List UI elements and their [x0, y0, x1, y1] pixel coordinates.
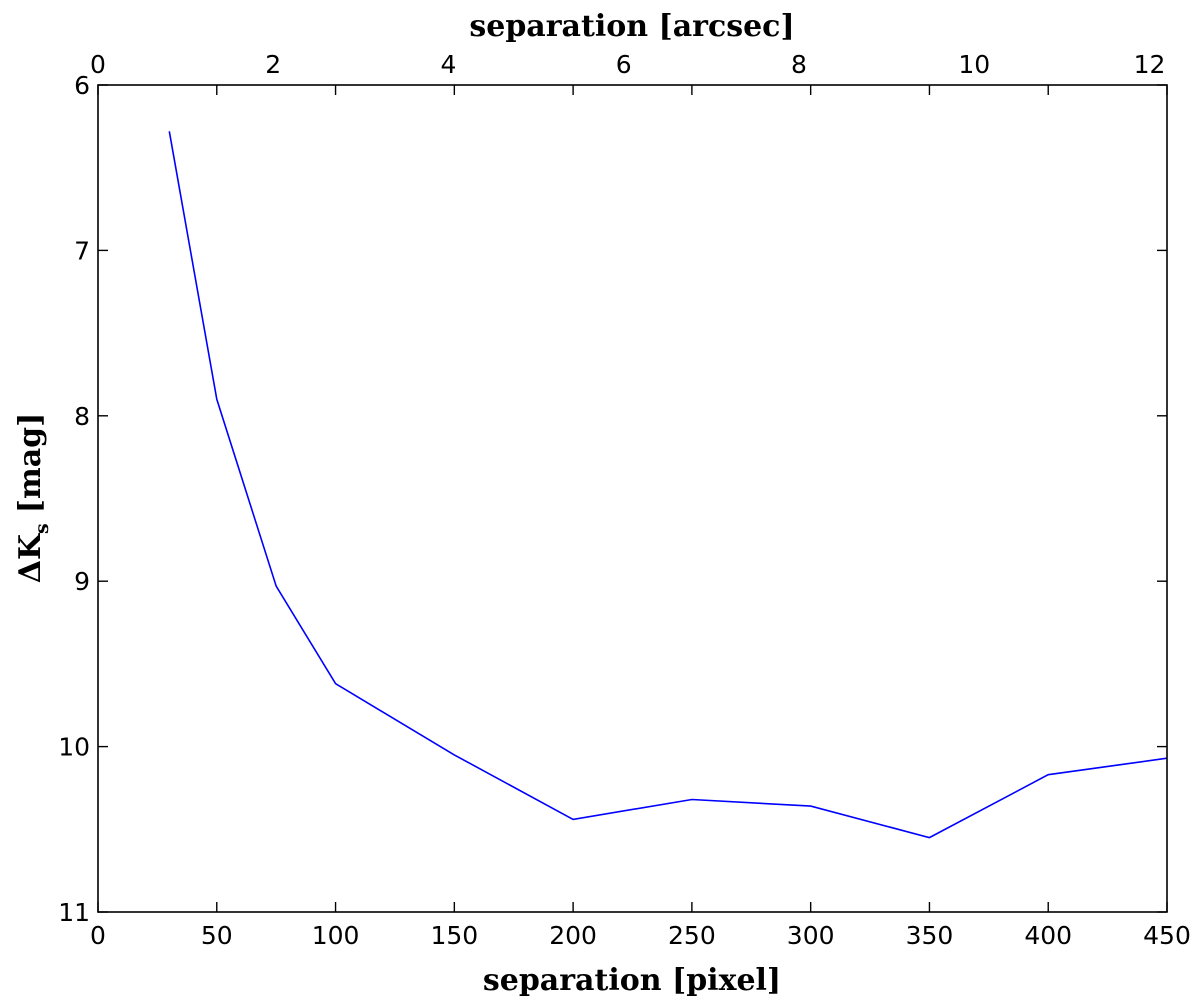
y-tick-label: 9 — [74, 567, 90, 596]
x2-tick-label: 8 — [791, 50, 807, 79]
x2-tick-label: 10 — [958, 50, 990, 79]
x-axis-title: separation [pixel] — [483, 963, 781, 998]
x2-axis-title: separation [arcsec] — [469, 9, 794, 44]
series-line — [168, 131, 1168, 839]
x-tick-label: 400 — [1024, 921, 1072, 950]
y-tick-label: 6 — [74, 71, 90, 100]
x-tick-label: 250 — [668, 921, 716, 950]
x2-tick-label: 6 — [616, 50, 632, 79]
y-axis-title-main: ΔK — [13, 533, 48, 583]
x-tick-label: 300 — [787, 921, 835, 950]
x-tick-label: 200 — [549, 921, 597, 950]
x-tick-label: 100 — [312, 921, 360, 950]
x-tick-label: 50 — [201, 921, 233, 950]
tick-labels: 0 50 100 150 200 250 300 350 400 450 0 2 4 6 8 10 12 6 7 8 9… — [58, 50, 1191, 950]
y-tick-label: 11 — [58, 898, 90, 927]
y-axis-title: ΔKs [mag] — [13, 413, 53, 584]
x-tick-label: 150 — [430, 921, 478, 950]
plot-frame — [97, 84, 1168, 913]
x-tick-label: 450 — [1143, 921, 1191, 950]
x-tick-label: 350 — [906, 921, 954, 950]
x-tick-label: 0 — [90, 921, 106, 950]
y-tick-label: 7 — [74, 236, 90, 265]
axis-ticks — [97, 84, 1168, 913]
x2-tick-label: 12 — [1134, 50, 1166, 79]
svg-text:ΔKs[mag]: ΔKs [mag] — [13, 413, 53, 584]
y-axis-title-unit: [mag] — [13, 413, 48, 514]
x2-tick-label: 2 — [265, 50, 281, 79]
x2-tick-label: 4 — [441, 50, 457, 79]
x2-tick-label: 0 — [90, 50, 106, 79]
y-axis-title-subscript: s — [31, 523, 53, 534]
plot-area — [98, 85, 1167, 912]
y-tick-label: 8 — [74, 402, 90, 431]
y-tick-label: 10 — [58, 733, 90, 762]
